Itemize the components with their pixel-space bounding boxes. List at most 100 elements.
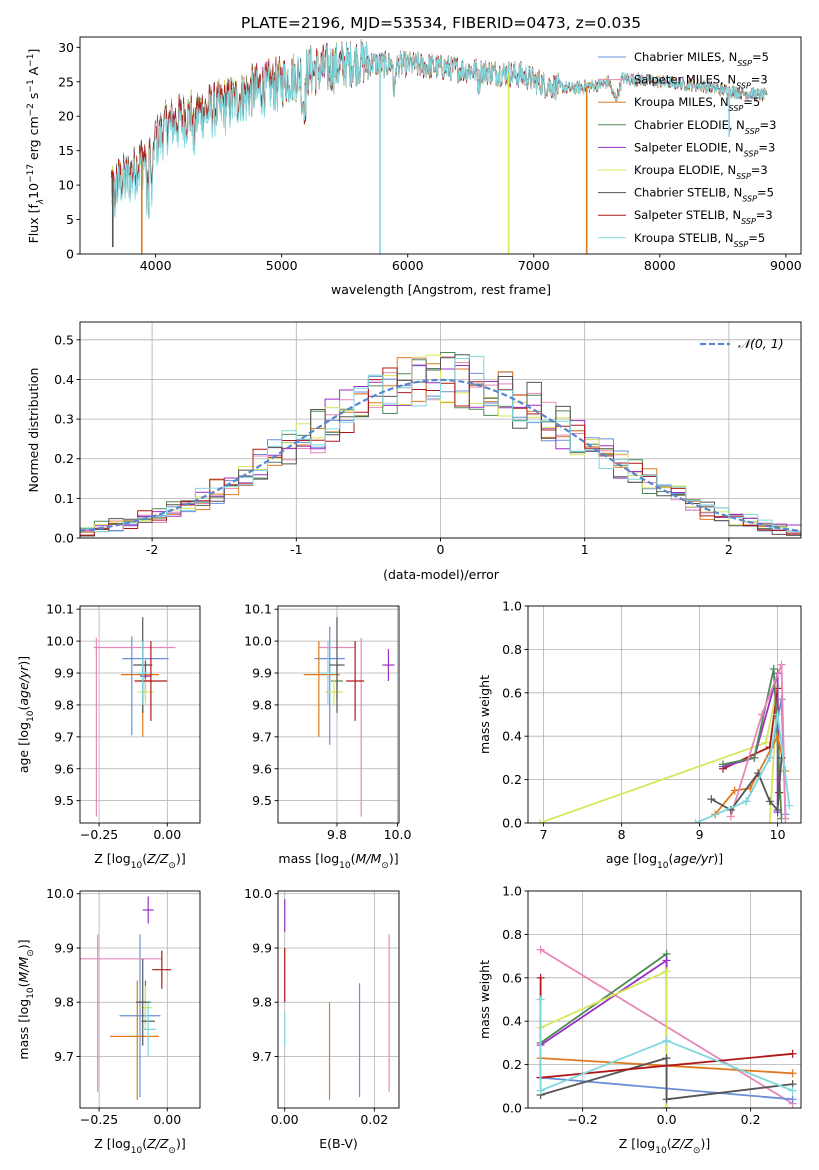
legend-entry: Kroupa MILES, NSSP=5 (634, 95, 760, 113)
x-axis-label: age [log10(age/yr)] (606, 851, 723, 871)
y-tick-label: 9.7 (54, 1049, 74, 1064)
weight-marker (536, 945, 545, 954)
mass_vs_Z-axes: −0.25 0.00 9.7 9.8 9.9 10.0 (46, 886, 201, 1127)
y-tick-label: 0.8 (502, 927, 522, 942)
weight-marker (765, 797, 774, 806)
x-tick-label: 2 (725, 542, 733, 557)
x-axis-label: (data-model)/error (383, 567, 500, 582)
weight_vs_age-plot-area (535, 660, 794, 823)
y-tick-label: 10.0 (46, 886, 74, 901)
x-tick-label: 9000 (770, 258, 802, 273)
x-tick-label: 6000 (392, 258, 424, 273)
y-tick-label: 10.0 (244, 634, 272, 649)
weight-marker (662, 1054, 671, 1063)
x-tick-label: 0.02 (360, 1112, 388, 1127)
y-tick-label: 9.7 (252, 729, 272, 744)
y-tick-label: 10.1 (46, 602, 74, 617)
y-axis-label: mass [log10(M/M⊙)] (16, 939, 36, 1059)
y-tick-label: 9.8 (54, 995, 74, 1010)
weight-line (722, 688, 781, 793)
x-tick-label: 9 (696, 827, 704, 842)
age_vs_Z-axes: −0.25 0.00 9.5 9.6 9.7 9.8 9.9 10.0 10.1 (46, 602, 201, 842)
weight-marker (761, 738, 770, 747)
y-axis-label: age [log10(age/yr)] (16, 656, 36, 773)
y-tick-label: 1.0 (502, 599, 522, 614)
y-tick-label: 9.7 (252, 1049, 272, 1064)
weight-marker (536, 1086, 545, 1095)
weight-marker (769, 664, 778, 673)
y-tick-label: 0.4 (502, 729, 522, 744)
residual_hist-axes: -2 -1 0 1 2 0.0 0.1 0.2 0.3 0.4 0.5 𝒩(0, 1) (54, 321, 802, 557)
y-tick-label: 0.1 (54, 491, 74, 506)
x-axis-label: E(B-V) (319, 1136, 358, 1151)
y-tick-label: 0.0 (502, 816, 522, 831)
y-tick-label: 9.7 (54, 729, 74, 744)
x-tick-label: -1 (290, 542, 302, 557)
weight-marker (773, 710, 782, 719)
y-tick-label: 10.0 (46, 634, 74, 649)
spectrum-legend: Chabrier MILES, NSSP=5 Salpeter MILES, NS… (598, 50, 776, 248)
legend-entry: Salpeter STELIB, NSSP=3 (634, 208, 773, 226)
x-axis-label: mass [log10(M/M⊙)] (278, 851, 398, 871)
y-tick-label: 30 (58, 40, 74, 55)
weight-marker (536, 995, 545, 1004)
x-tick-label: 7 (540, 827, 548, 842)
y-tick-label: 0.0 (502, 1101, 522, 1116)
weight-marker (535, 819, 544, 823)
spectrum-axes: 4000 5000 6000 7000 8000 9000 0 5 10 15 20 25 30 Chab… (58, 36, 802, 273)
weight-marker (536, 973, 545, 982)
weight-line (539, 686, 779, 823)
weight-marker (662, 1104, 671, 1108)
weight-marker (750, 753, 759, 762)
axes-frame (79, 36, 802, 255)
y-tick-label: 9.5 (54, 793, 74, 808)
legend-entry: Chabrier MILES, NSSP=5 (634, 50, 769, 68)
legend-entry: Kroupa ELODIE, NSSP=3 (634, 163, 768, 181)
y-tick-label: 9.6 (252, 761, 272, 776)
weight-marker (662, 967, 671, 976)
weight_vs_Z-plot-area (536, 945, 797, 1108)
x-tick-label: 4000 (140, 258, 172, 273)
histogram-step (80, 355, 801, 533)
axes-frame (527, 890, 802, 1109)
weight-marker (742, 797, 751, 806)
y-tick-label: 5 (66, 212, 74, 227)
x-tick-label: −0.25 (80, 1112, 118, 1127)
y-axis-label: Flux [fλ10−17 erg cm−2 s−1 A−1] (26, 49, 46, 244)
weight-marker (777, 753, 786, 762)
x-axis-label: Z [log10(Z/Z⊙)] (94, 851, 185, 871)
weight-marker (788, 1049, 797, 1058)
x-tick-label: 8000 (644, 258, 676, 273)
weight-marker (765, 753, 774, 762)
weight-marker (691, 819, 700, 823)
spectrum-line (111, 39, 768, 220)
y-tick-label: 9.9 (54, 666, 74, 681)
y-tick-label: 0.3 (54, 412, 74, 427)
weight-line (722, 668, 783, 819)
weight-line (539, 999, 793, 1092)
x-axis-label: Z [log10(Z/Z⊙)] (94, 1136, 185, 1156)
ebv-axes: 0.00 0.02 9.7 9.8 9.9 10.0 (244, 886, 400, 1127)
x-tick-label: 0.2 (741, 1112, 761, 1127)
age_vs_mass-axes: 9.8 10.0 9.5 9.6 9.7 9.8 9.9 10.0 10.1 (244, 602, 411, 842)
y-tick-label: 10.1 (244, 602, 272, 617)
legend-entry: Salpeter MILES, NSSP=3 (634, 73, 768, 91)
residual_hist-plot-area (80, 352, 801, 537)
y-tick-label: 10.0 (244, 886, 272, 901)
y-tick-label: 9.9 (54, 940, 74, 955)
weight-marker (719, 760, 727, 769)
legend-entry: 𝒩(0, 1) (738, 336, 784, 351)
weight-marker (662, 1095, 671, 1104)
y-tick-label: 9.9 (252, 940, 272, 955)
y-axis-label: Normed distribution (26, 368, 41, 493)
weight-line (710, 757, 783, 813)
y-tick-label: 9.8 (252, 697, 272, 712)
mass_vs_Z-plot-area (80, 896, 172, 1100)
x-tick-label: 8 (618, 827, 626, 842)
x-tick-label: 10 (770, 827, 786, 842)
y-tick-label: 9.8 (54, 697, 74, 712)
age_vs_Z-plot-area (93, 617, 176, 817)
x-tick-label: 9.8 (327, 827, 347, 842)
x-tick-label: 0.0 (657, 1112, 677, 1127)
gaussian-curve (80, 378, 801, 533)
